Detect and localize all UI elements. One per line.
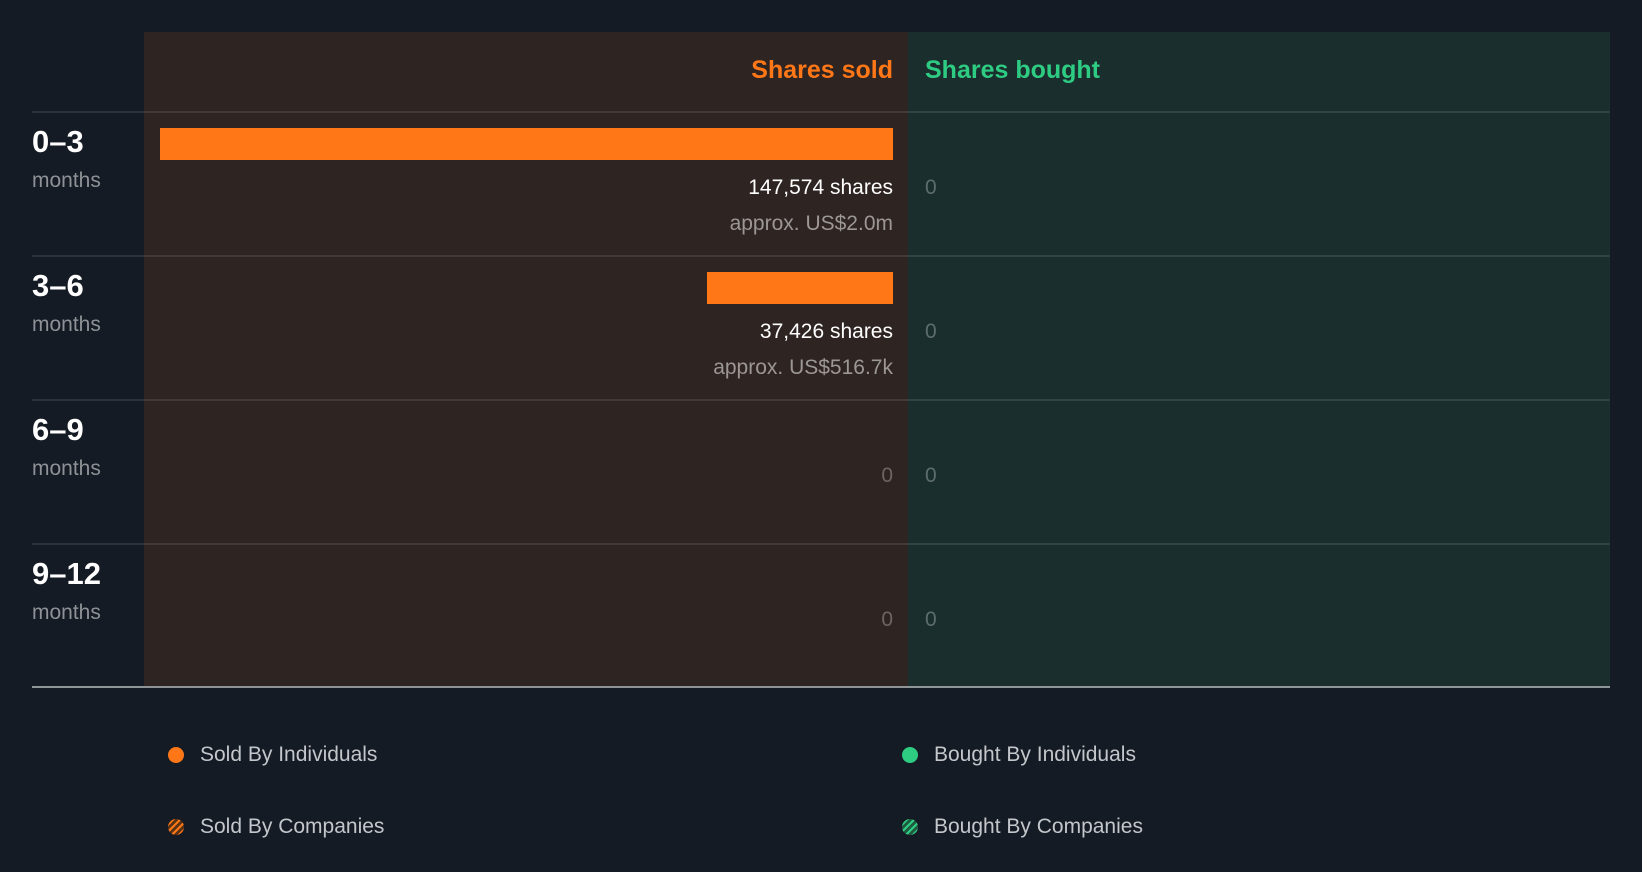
orange-dot-icon bbox=[168, 747, 184, 763]
period-row-0-3: 0–3 months 147,574 shares approx. US$2.0… bbox=[0, 112, 1642, 256]
sold-shares-count: 0 bbox=[881, 464, 893, 487]
period-label: 3–6 months bbox=[32, 266, 101, 340]
period-row-6-9: 6–9 months 0 0 bbox=[0, 400, 1642, 544]
period-range: 9–12 bbox=[32, 556, 101, 591]
orange-striped-dot-icon bbox=[168, 819, 184, 835]
sold-shares-count: 37,426 shares bbox=[759, 320, 893, 343]
bought-shares-count: 0 bbox=[925, 608, 937, 631]
bought-shares-count: 0 bbox=[925, 464, 937, 487]
row-divider bbox=[32, 399, 1610, 401]
period-unit: months bbox=[32, 601, 101, 624]
period-row-3-6: 3–6 months 37,426 shares approx. US$516.… bbox=[0, 256, 1642, 400]
period-range: 0–3 bbox=[32, 124, 84, 159]
sold-shares-count: 147,574 shares bbox=[748, 176, 893, 199]
row-divider bbox=[32, 543, 1610, 545]
period-unit: months bbox=[32, 169, 101, 192]
period-row-9-12: 9–12 months 0 0 bbox=[0, 544, 1642, 688]
sold-shares-count: 0 bbox=[881, 608, 893, 631]
period-unit: months bbox=[32, 313, 101, 336]
legend-label: Sold By Companies bbox=[200, 815, 385, 838]
sold-value-approx: approx. US$516.7k bbox=[713, 356, 893, 379]
period-label: 6–9 months bbox=[32, 410, 101, 484]
sold-value-approx: approx. US$2.0m bbox=[729, 212, 893, 235]
bought-shares-count: 0 bbox=[925, 320, 937, 343]
chart-baseline bbox=[32, 686, 1610, 688]
legend-sold-by-individuals[interactable]: Sold By Individuals bbox=[168, 740, 377, 770]
legend-bought-by-companies[interactable]: Bought By Companies bbox=[902, 812, 1143, 842]
bought-shares-count: 0 bbox=[925, 176, 937, 199]
shares-bought-panel bbox=[908, 32, 1610, 687]
period-range: 6–9 bbox=[32, 412, 84, 447]
legend-label: Sold By Individuals bbox=[200, 743, 378, 766]
shares-bought-header: Shares bought bbox=[925, 56, 1101, 84]
sold-bar[interactable] bbox=[707, 272, 893, 304]
sold-bar[interactable] bbox=[160, 128, 893, 160]
legend-sold-by-companies[interactable]: Sold By Companies bbox=[168, 812, 384, 842]
row-divider bbox=[32, 255, 1610, 257]
period-label: 0–3 months bbox=[32, 122, 101, 196]
period-label: 9–12 months bbox=[32, 554, 101, 628]
legend-label: Bought By Companies bbox=[934, 815, 1143, 838]
shares-sold-header: Shares sold bbox=[751, 56, 893, 84]
green-dot-icon bbox=[902, 747, 918, 763]
row-divider bbox=[32, 111, 1610, 113]
legend-label: Bought By Individuals bbox=[934, 743, 1136, 766]
period-range: 3–6 bbox=[32, 268, 84, 303]
period-unit: months bbox=[32, 457, 101, 480]
legend-bought-by-individuals[interactable]: Bought By Individuals bbox=[902, 740, 1136, 770]
green-striped-dot-icon bbox=[902, 819, 918, 835]
